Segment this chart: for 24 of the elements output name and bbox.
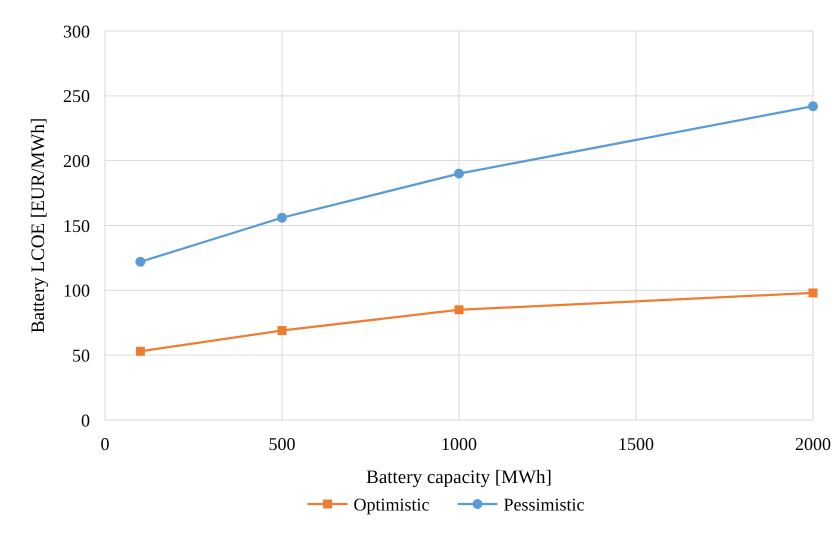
point	[136, 346, 145, 356]
legend-label: Optimistic	[354, 494, 430, 514]
y-tick-label: 100	[63, 280, 90, 301]
x-tick-label: 1500	[618, 434, 654, 454]
legend-label: Pessimistic	[504, 494, 585, 514]
point	[454, 305, 464, 314]
point	[135, 256, 146, 267]
y-tick-label: 300	[63, 21, 90, 42]
y-axis-title: Battery LCOE [EUR/MWh]	[28, 118, 49, 334]
point	[808, 288, 818, 298]
x-tick-label: 2000	[795, 434, 831, 454]
x-axis-title: Battery capacity [MWh]	[366, 467, 552, 488]
point	[808, 101, 818, 112]
x-tick-label: 0	[100, 434, 110, 454]
y-tick-label: 150	[63, 216, 90, 236]
y-tick-label: 200	[63, 150, 90, 171]
point	[277, 212, 287, 223]
y-tick-label: 50	[72, 345, 90, 366]
point	[454, 168, 464, 179]
x-tick-label: 500	[268, 434, 296, 454]
x-tick-label: 1000	[441, 434, 477, 454]
y-tick-label: 250	[63, 86, 90, 106]
point	[278, 326, 286, 336]
y-tick-label: 0	[81, 410, 90, 430]
